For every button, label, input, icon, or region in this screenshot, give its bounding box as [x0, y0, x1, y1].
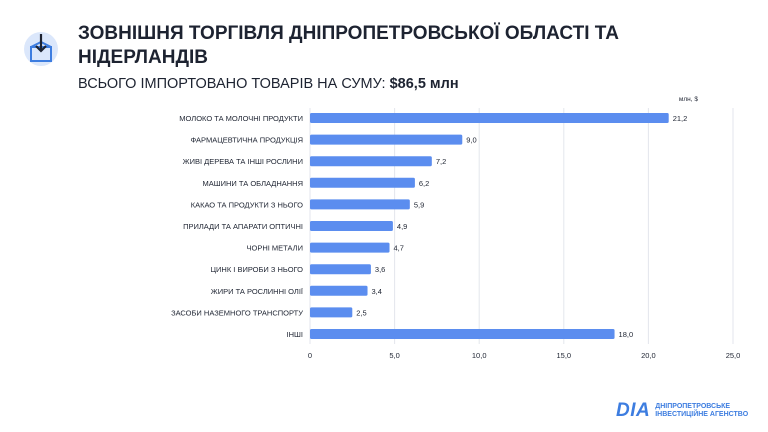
bar [310, 307, 353, 318]
value-label: 2,5 [356, 308, 366, 317]
x-tick-label: 20,0 [641, 351, 656, 360]
brand-text: ДНІПРОПЕТРОВСЬКЕ ІНВЕСТИЦІЙНЕ АГЕНСТВО [655, 403, 748, 419]
bar [310, 221, 393, 231]
value-label: 9,0 [466, 136, 476, 145]
x-tick-label: 25,0 [726, 351, 741, 360]
value-label: 3,6 [375, 265, 385, 274]
subtitle-amount: $86,5 млн [389, 76, 459, 92]
x-tick-label: 15,0 [556, 351, 571, 360]
brand-line-2: ІНВЕСТИЦІЙНЕ АГЕНСТВО [655, 411, 749, 418]
page-subtitle: ВСЬОГО ІМПОРТОВАНО ТОВАРІВ НА СУМУ: $86,… [78, 76, 459, 92]
category-label: ЖИВІ ДЕРЕВА ТА ІНШІ РОСЛИНИ [183, 157, 303, 166]
category-label: ПРИЛАДИ ТА АПАРАТИ ОПТИЧНІ [183, 222, 303, 231]
brand-mark: DIA [616, 400, 651, 421]
page-title: ЗОВНІШНЯ ТОРГІВЛЯ ДНІПРОПЕТРОВСЬКОЇ ОБЛА… [78, 23, 619, 68]
x-tick-label: 10,0 [472, 351, 487, 360]
value-label: 3,4 [372, 287, 382, 296]
x-tick-label: 5,0 [389, 351, 399, 360]
category-label: ЧОРНІ МЕТАЛИ [247, 244, 303, 253]
bar-chart: 0 5,0 10,0 15,0 20,0 25,0 млн, $ МОЛОКО ТА МОЛО… [171, 96, 741, 360]
value-label: 7,2 [436, 157, 446, 166]
value-label: 4,9 [397, 222, 407, 231]
bar [310, 285, 368, 296]
value-label: 18,0 [619, 330, 634, 339]
category-label: ЦИНК І ВИРОБИ З НЬОГО [210, 265, 303, 274]
value-label: 21,2 [673, 114, 688, 123]
bar [310, 113, 669, 123]
bar [310, 134, 463, 145]
category-label: ІНШІ [287, 330, 303, 339]
unit-label: млн, $ [679, 96, 698, 103]
category-label: КАКАО ТА ПРОДУКТИ З НЬОГО [191, 200, 303, 209]
bar [310, 177, 415, 188]
bar [310, 156, 432, 167]
x-tick-label: 0 [308, 351, 312, 360]
brand-logo: DIA ДНІПРОПЕТРОВСЬКЕ ІНВЕСТИЦІЙНЕ АГЕНСТ… [616, 400, 748, 422]
subtitle-label: ВСЬОГО ІМПОРТОВАНО ТОВАРІВ НА СУМУ: [78, 76, 386, 92]
value-label: 4,7 [394, 244, 404, 253]
brand-line-1: ДНІПРОПЕТРОВСЬКЕ [655, 403, 731, 410]
bar [310, 199, 410, 210]
bar [310, 264, 371, 275]
bar [310, 329, 615, 339]
category-label: ЖИРИ ТА РОСЛИННІ ОЛІЇ [211, 287, 304, 296]
category-label: МАШИНИ ТА ОБЛАДНАННЯ [203, 179, 304, 188]
value-label: 5,9 [414, 200, 424, 209]
category-label: ЗАСОБИ НАЗЕМНОГО ТРАНСПОРТУ [171, 308, 303, 317]
import-box-icon [24, 32, 58, 66]
category-label: МОЛОКО ТА МОЛОЧНІ ПРОДУКТИ [179, 114, 303, 123]
category-label: ФАРМАЦЕВТИЧНА ПРОДУКЦІЯ [191, 136, 303, 145]
value-label: 6,2 [419, 179, 429, 188]
bar [310, 242, 390, 253]
